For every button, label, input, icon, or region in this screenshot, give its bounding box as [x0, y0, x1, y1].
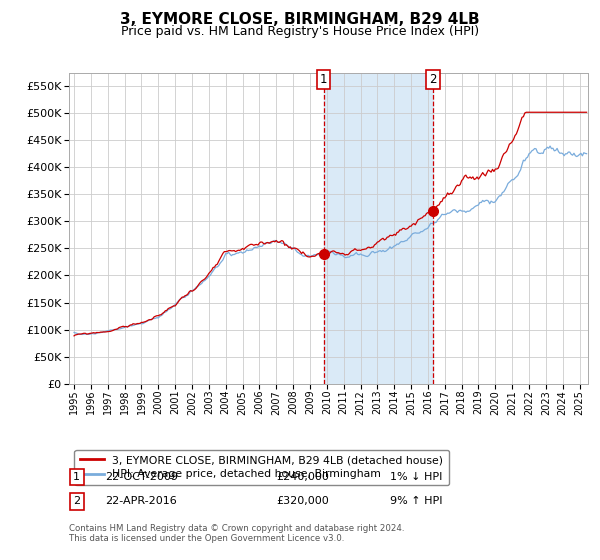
Text: 22-OCT-2009: 22-OCT-2009 — [105, 472, 178, 482]
Legend: 3, EYMORE CLOSE, BIRMINGHAM, B29 4LB (detached house), HPI: Average price, detac: 3, EYMORE CLOSE, BIRMINGHAM, B29 4LB (de… — [74, 450, 449, 485]
Text: £240,000: £240,000 — [276, 472, 329, 482]
Text: Contains HM Land Registry data © Crown copyright and database right 2024.: Contains HM Land Registry data © Crown c… — [69, 524, 404, 533]
Text: 9% ↑ HPI: 9% ↑ HPI — [390, 496, 443, 506]
Text: This data is licensed under the Open Government Licence v3.0.: This data is licensed under the Open Gov… — [69, 534, 344, 543]
Text: 2: 2 — [430, 73, 437, 86]
Text: 1: 1 — [320, 73, 328, 86]
Text: 22-APR-2016: 22-APR-2016 — [105, 496, 177, 506]
Text: 1: 1 — [73, 472, 80, 482]
Text: 2: 2 — [73, 496, 80, 506]
Text: 3, EYMORE CLOSE, BIRMINGHAM, B29 4LB: 3, EYMORE CLOSE, BIRMINGHAM, B29 4LB — [120, 12, 480, 27]
Bar — [323, 73, 433, 384]
Text: 1% ↓ HPI: 1% ↓ HPI — [390, 472, 442, 482]
Text: Price paid vs. HM Land Registry's House Price Index (HPI): Price paid vs. HM Land Registry's House … — [121, 25, 479, 38]
Text: £320,000: £320,000 — [276, 496, 329, 506]
